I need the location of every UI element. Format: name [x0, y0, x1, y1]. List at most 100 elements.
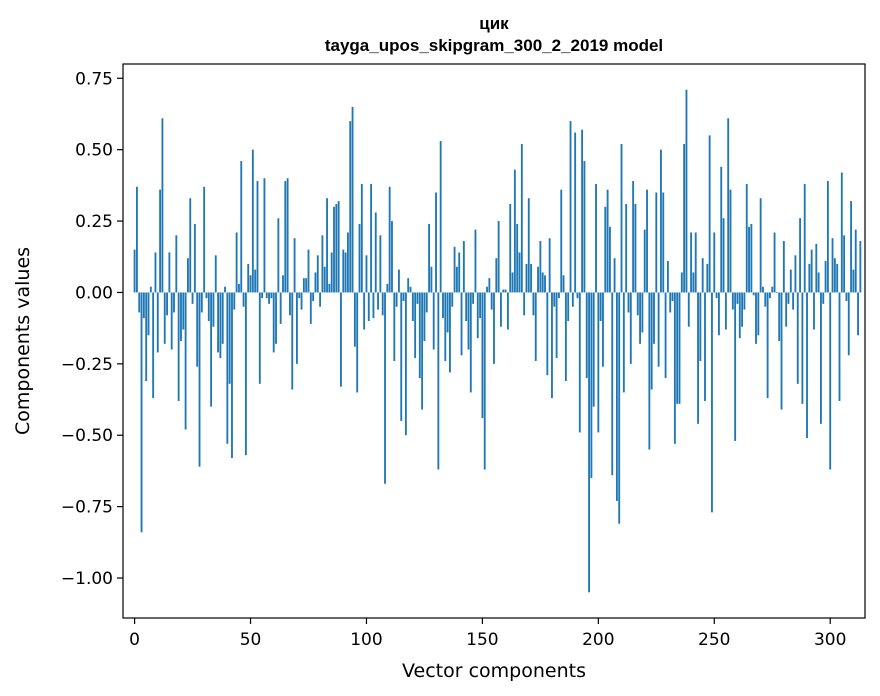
bar-component-177 [544, 275, 546, 293]
bar-component-2 [138, 292, 141, 313]
bar-component-57 [265, 292, 268, 299]
bar-component-306 [843, 235, 846, 293]
bar-component-205 [609, 226, 611, 293]
bar-component-249 [711, 292, 713, 513]
bar-component-126 [425, 292, 428, 313]
bar-component-4 [142, 292, 145, 319]
bar-component-214 [629, 292, 632, 364]
bar-component-181 [553, 292, 556, 307]
bar-component-143 [465, 292, 468, 322]
bar-component-278 [778, 292, 781, 341]
bar-component-155 [493, 292, 495, 364]
bar-component-172 [532, 292, 535, 316]
bar-component-106 [379, 235, 382, 293]
bar-component-78 [314, 272, 317, 293]
bar-component-96 [356, 292, 359, 393]
bar-component-111 [391, 221, 393, 293]
bar-component-192 [578, 292, 581, 433]
bar-component-0 [133, 249, 136, 293]
bar-component-267 [752, 292, 755, 296]
bar-component-312 [857, 292, 859, 336]
bar-component-305 [840, 172, 843, 293]
bar-component-107 [381, 292, 384, 316]
bar-component-175 [539, 241, 542, 293]
bar-component-206 [611, 292, 614, 476]
bar-component-62 [277, 218, 280, 293]
bar-component-75 [307, 249, 310, 293]
bar-component-123 [418, 292, 421, 379]
y-tick-label: −0.75 [61, 498, 113, 518]
y-tick-label: −0.50 [61, 426, 113, 446]
bar-component-53 [256, 181, 259, 293]
bar-component-100 [365, 255, 368, 293]
bar-component-242 [694, 232, 697, 293]
bar-component-219 [641, 292, 644, 333]
bar-component-150 [481, 292, 484, 419]
bar-component-199 [595, 183, 597, 293]
x-tick-label: 250 [698, 630, 730, 650]
bar-component-193 [581, 129, 584, 293]
bar-component-247 [706, 263, 709, 293]
bar-component-23 [187, 258, 189, 293]
bar-component-229 [664, 292, 667, 379]
bar-component-11 [159, 189, 162, 293]
bar-component-262 [741, 292, 744, 327]
bar-component-103 [372, 292, 375, 319]
bar-component-60 [272, 292, 275, 353]
bar-component-10 [156, 292, 159, 353]
bar-component-234 [676, 292, 679, 404]
bar-component-283 [789, 269, 792, 293]
bar-component-74 [305, 278, 308, 293]
bar-component-28 [198, 292, 201, 467]
bar-component-233 [673, 292, 676, 444]
bar-component-168 [523, 292, 526, 316]
bar-component-140 [458, 252, 461, 293]
bar-component-41 [228, 292, 231, 384]
bar-component-16 [170, 292, 173, 350]
bar-component-167 [520, 143, 523, 293]
bar-component-101 [367, 292, 370, 322]
bar-component-171 [530, 263, 533, 293]
bar-component-308 [847, 292, 850, 356]
bar-component-95 [353, 292, 356, 347]
bar-component-170 [527, 198, 530, 293]
bar-component-54 [258, 292, 261, 384]
bar-component-87 [335, 203, 338, 293]
bar-component-30 [203, 186, 206, 293]
bar-component-129 [432, 292, 435, 350]
bar-component-124 [421, 292, 424, 410]
bar-component-7 [149, 286, 152, 293]
bar-component-225 [655, 192, 658, 293]
bar-component-40 [226, 292, 229, 444]
x-axis-label: Vector components [402, 660, 586, 682]
bar-component-49 [247, 263, 250, 293]
bar-component-297 [822, 292, 825, 304]
bar-component-142 [462, 241, 465, 293]
bar-component-259 [734, 292, 737, 441]
bar-component-196 [588, 292, 590, 593]
bar-component-180 [551, 292, 553, 399]
y-tick-label: 0.00 [75, 283, 113, 303]
bar-component-313 [859, 241, 862, 293]
bar-component-211 [622, 292, 625, 393]
bar-component-184 [560, 189, 563, 293]
bar-component-90 [342, 249, 345, 293]
bar-component-42 [231, 292, 233, 459]
bar-component-51 [251, 149, 254, 293]
chart-title: цик [479, 14, 509, 33]
bar-component-45 [238, 283, 240, 293]
bar-component-147 [474, 229, 477, 293]
bar-component-31 [205, 292, 208, 299]
bar-component-97 [358, 223, 361, 293]
bar-component-134 [444, 292, 447, 361]
bar-component-215 [632, 181, 635, 293]
bar-component-46 [240, 161, 243, 293]
bar-component-18 [175, 235, 178, 293]
bar-component-141 [460, 292, 463, 356]
bar-component-182 [555, 292, 558, 359]
bar-component-120 [411, 292, 414, 322]
bar-component-216 [634, 203, 637, 293]
bar-component-27 [196, 292, 199, 367]
bar-component-118 [407, 278, 410, 293]
bar-component-138 [453, 246, 456, 293]
